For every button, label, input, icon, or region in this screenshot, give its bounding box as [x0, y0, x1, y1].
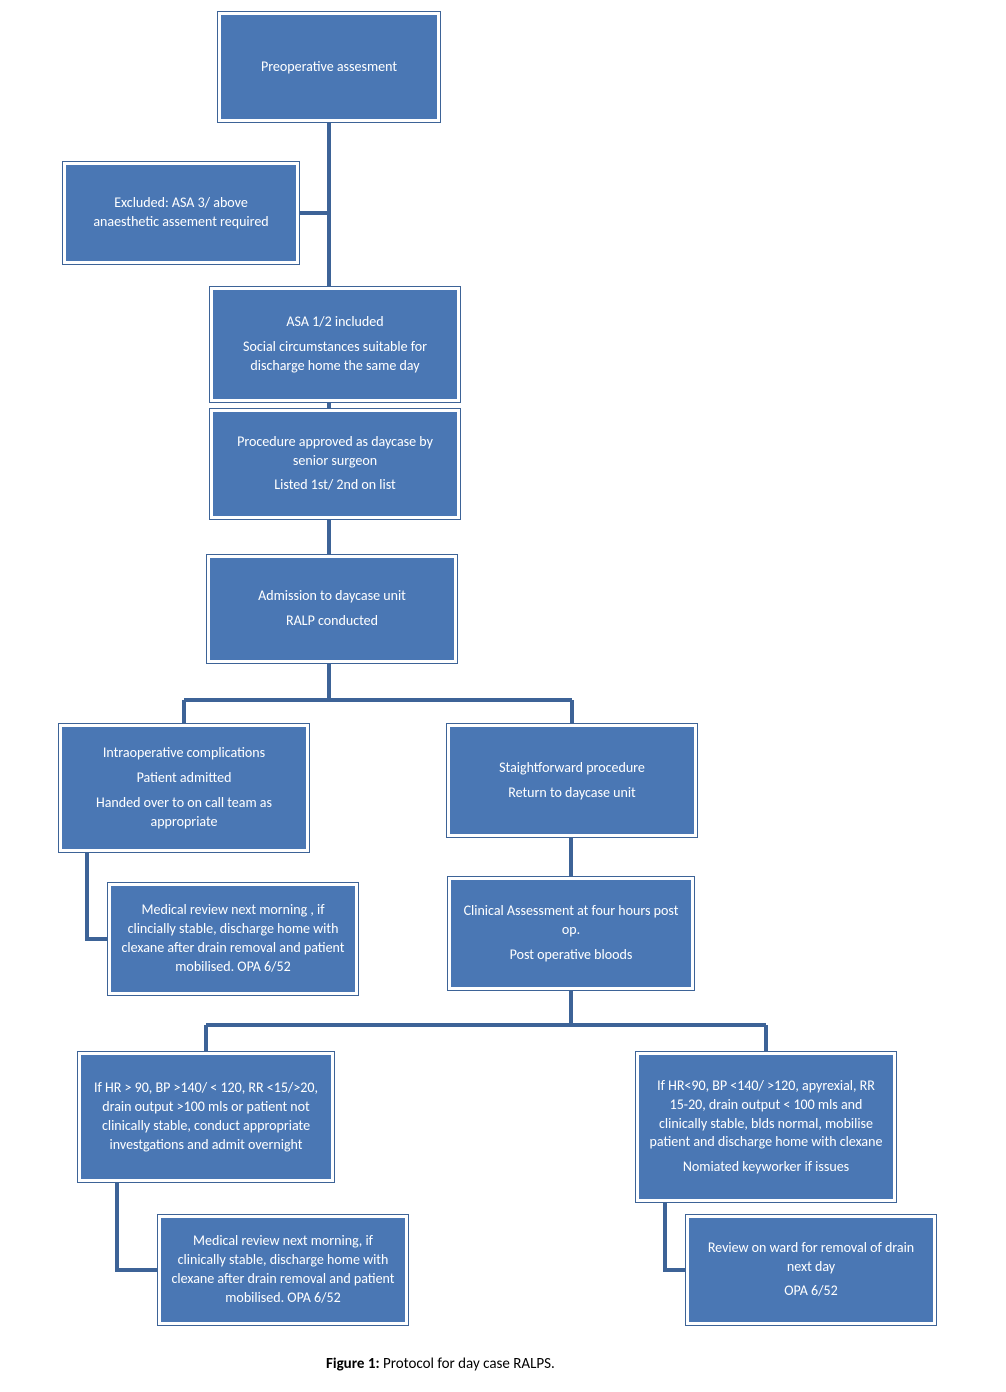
node-n1: Preoperative assesment: [218, 12, 440, 122]
node-text: RALP conducted: [220, 612, 444, 631]
node-n10: If HR > 90, BP >140/ < 120, RR <15/>20, …: [78, 1052, 334, 1182]
node-text: Handed over to on call team as appropria…: [72, 794, 296, 832]
node-text: Return to daycase unit: [460, 784, 684, 803]
node-n3: ASA 1/2 included Social circumstances sui…: [210, 287, 460, 402]
node-text: If HR<90, BP <140/ >120, apyrexial, RR 1…: [649, 1077, 883, 1153]
node-n12: Medical review next morning, if clinical…: [158, 1215, 408, 1325]
node-text: Procedure approved as daycase by senior …: [223, 433, 447, 471]
figure-caption-bold: Figure 1:: [326, 1355, 380, 1373]
node-n9: Clinical Assessment at four hours post o…: [448, 877, 694, 990]
node-n5: Admission to daycase unit RALP conducted: [207, 555, 457, 663]
node-text: Medical review next morning , if clincia…: [121, 901, 345, 977]
node-text: Listed 1st/ 2nd on list: [223, 476, 447, 495]
node-text: Post operative bloods: [461, 946, 681, 965]
node-text: Clinical Assessment at four hours post o…: [461, 902, 681, 940]
node-text: Staightforward procedure: [460, 759, 684, 778]
node-text: Preoperative assesment: [231, 58, 427, 77]
node-n4: Procedure approved as daycase by senior …: [210, 409, 460, 519]
node-n7: Staightforward procedure Return to daycas…: [447, 724, 697, 837]
node-n13: Review on ward for removal of drain next…: [686, 1215, 936, 1325]
node-text: ASA 1/2 included: [223, 313, 447, 332]
node-text: OPA 6/52: [699, 1282, 923, 1301]
node-n11: If HR<90, BP <140/ >120, apyrexial, RR 1…: [636, 1052, 896, 1202]
figure-caption-text: Protocol for day case RALPS.: [380, 1355, 555, 1373]
node-n8: Medical review next morning , if clincia…: [108, 883, 358, 995]
flowchart-stage: Figure 1: Protocol for day case RALPS. P…: [0, 0, 1006, 1392]
node-text: Excluded: ASA 3/ above: [76, 194, 286, 213]
node-text: anaesthetic assement required: [76, 213, 286, 232]
node-text: Intraoperative complications: [72, 744, 296, 763]
node-text: Admission to daycase unit: [220, 587, 444, 606]
node-text: Nomiated keyworker if issues: [649, 1158, 883, 1177]
node-text: Social circumstances suitable for discha…: [223, 338, 447, 376]
figure-caption: Figure 1: Protocol for day case RALPS.: [326, 1355, 555, 1373]
node-text: Medical review next morning, if clinical…: [171, 1232, 395, 1308]
node-text: Patient admitted: [72, 769, 296, 788]
node-text: If HR > 90, BP >140/ < 120, RR <15/>20, …: [91, 1079, 321, 1155]
node-n6: Intraoperative complications Patient admi…: [59, 724, 309, 852]
node-text: Review on ward for removal of drain next…: [699, 1239, 923, 1277]
node-n2: Excluded: ASA 3/ aboveanaesthetic asseme…: [63, 162, 299, 264]
